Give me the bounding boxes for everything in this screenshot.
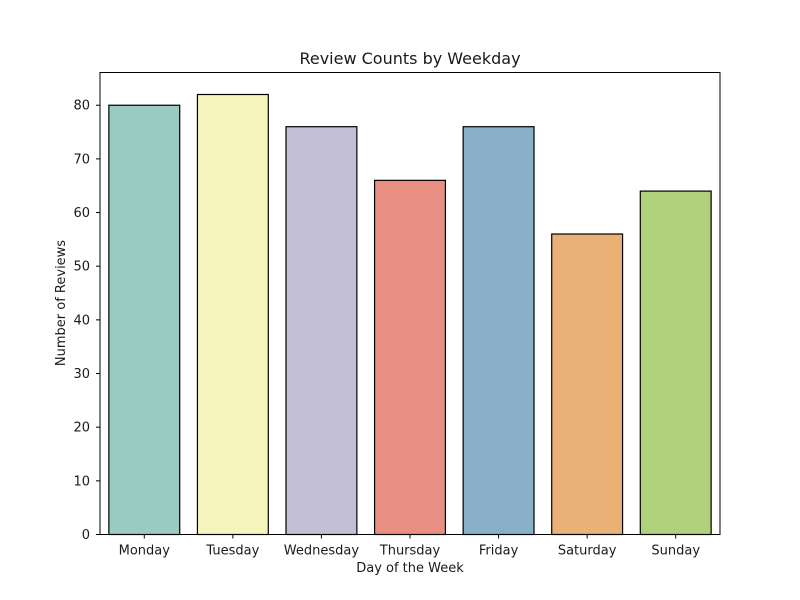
y-tick-label: 0 <box>82 528 90 543</box>
y-tick-label: 70 <box>73 152 90 167</box>
y-tick-label: 60 <box>73 206 90 221</box>
bars-layer <box>108 93 712 536</box>
bar-sunday <box>639 190 712 536</box>
y-tick-label: 30 <box>73 367 90 382</box>
y-tick-label: 80 <box>73 99 90 114</box>
bar-saturday <box>551 233 624 536</box>
x-axis: Monday Tuesday Wednesday Thursday Friday Satu… <box>119 534 700 559</box>
y-tick-label: 20 <box>73 421 90 436</box>
x-tick-label: Friday <box>479 544 519 559</box>
x-tick-label: Tuesday <box>205 544 259 559</box>
y-tick-label: 50 <box>73 260 90 275</box>
x-axis-label: Day of the Week <box>356 561 464 576</box>
y-axis-label: Number of Reviews <box>54 240 69 366</box>
bar-wednesday <box>285 126 358 536</box>
x-tick-label: Wednesday <box>284 544 360 559</box>
x-tick-label: Monday <box>119 544 171 559</box>
bar-monday <box>108 104 181 536</box>
bar-tuesday <box>196 93 269 536</box>
y-axis: 0 10 20 30 40 50 60 70 80 <box>73 99 100 543</box>
y-tick-label: 40 <box>73 313 90 328</box>
x-tick-label: Thursday <box>379 544 441 559</box>
chart-title: Review Counts by Weekday <box>299 49 520 68</box>
x-tick-label: Saturday <box>558 544 617 559</box>
y-tick-label: 10 <box>73 474 90 489</box>
x-tick-label: Sunday <box>651 544 700 559</box>
bar-friday <box>462 126 535 536</box>
bar-thursday <box>373 179 447 536</box>
